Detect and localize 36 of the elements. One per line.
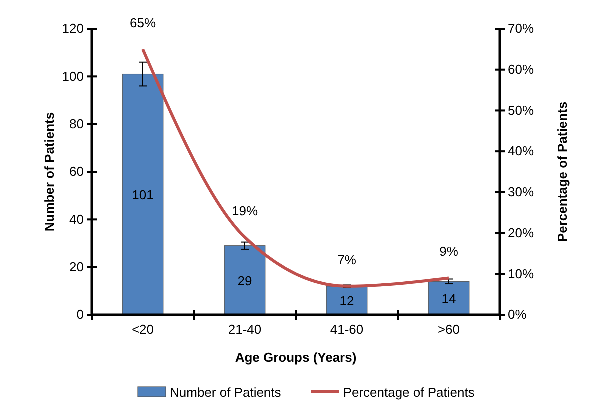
x-tick-label: <20 — [132, 322, 154, 338]
x-tick-label: 21-40 — [228, 322, 262, 338]
x-axis-title: Age Groups (Years) — [235, 350, 357, 365]
y-tick-label: 80 — [70, 116, 84, 132]
data-label: 65% — [130, 15, 156, 30]
y-tick-label: 60 — [70, 164, 84, 180]
y-tick-label: 0 — [76, 307, 84, 322]
bar — [428, 281, 470, 316]
data-label: 19% — [232, 203, 258, 218]
y2-tick-label: 30% — [508, 184, 534, 200]
data-label: 14 — [442, 291, 456, 306]
data-label: 9% — [440, 244, 459, 260]
y2-tick-label: 20% — [508, 225, 534, 240]
data-label: 29 — [238, 273, 252, 288]
y-tick-label: 40 — [70, 212, 84, 227]
x-tick-label: >60 — [438, 322, 460, 338]
y2-tick-label: 50% — [508, 102, 534, 118]
y2-tick-label: 40% — [508, 144, 534, 159]
data-label: 7% — [338, 252, 357, 268]
y-tick-label: 120 — [62, 21, 84, 36]
y-axis-title: Number of Patients — [42, 112, 57, 232]
y-tick-label: 20 — [70, 259, 84, 274]
data-label: 12 — [340, 294, 354, 309]
bar — [224, 246, 266, 316]
bar — [122, 74, 164, 316]
y2-tick-label: 10% — [508, 266, 534, 282]
y-tick-label: 100 — [62, 68, 84, 84]
y2-tick-label: 60% — [508, 62, 534, 78]
legend-label: Percentage of Patients — [343, 385, 476, 400]
y2-tick-label: 0% — [508, 307, 528, 322]
x-tick-label: 41-60 — [330, 322, 364, 338]
data-label: 101 — [132, 188, 154, 203]
legend-label: Number of Patients — [170, 385, 282, 400]
bar — [326, 286, 368, 316]
y2-tick-label: 70% — [508, 21, 534, 36]
y2-axis-title: Percentage of Patients — [555, 102, 570, 242]
